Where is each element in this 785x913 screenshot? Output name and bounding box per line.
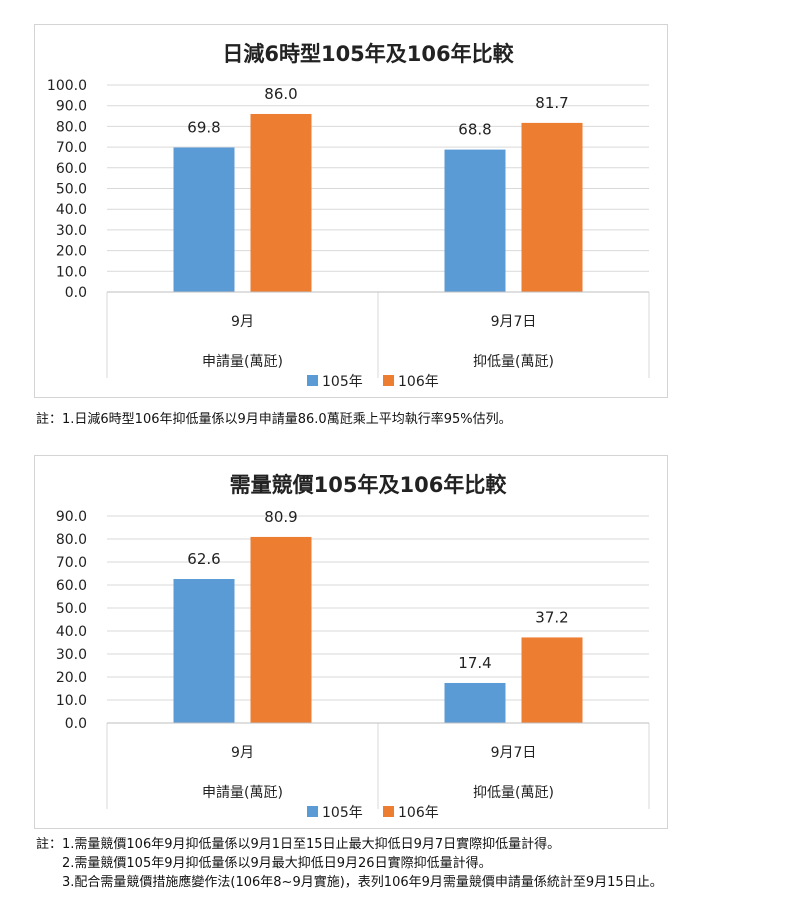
bar-106 [250, 113, 312, 292]
data-label: 62.6 [187, 550, 220, 568]
data-label: 68.8 [458, 121, 491, 139]
chart-demand-bidding-note: 註：1.需量競價106年9月抑低量係以9月1日至15日止最大抑低日9月7日實際抑… [36, 835, 663, 892]
note-line: 3.配合需量競價措施應變作法(106年8~9月實施)，表列106年9月需量競價申… [62, 875, 663, 890]
legend-label: 105年 [322, 805, 363, 821]
x-group-label: 申請量(萬瓩) [202, 785, 283, 801]
y-tick-label: 90.0 [56, 99, 87, 115]
y-tick-label: 50.0 [56, 182, 87, 198]
chart-demand-bidding-svg: 需量競價105年及106年比較 0.0 10.0 20.0 30.0 40.0 50.0 60… [56, 473, 650, 821]
legend-label: 105年 [322, 374, 363, 390]
x-category-label: 9月 [231, 745, 254, 761]
y-tick-label: 30.0 [56, 647, 87, 663]
bar-106 [521, 637, 583, 723]
y-tick-label: 70.0 [56, 140, 87, 156]
legend-label: 106年 [398, 805, 439, 821]
x-category-label: 9月7日 [491, 745, 537, 761]
x-category-label: 9月7日 [491, 314, 537, 330]
legend-swatch [383, 375, 394, 386]
y-tick-label: 80.0 [56, 532, 87, 548]
y-tick-label: 60.0 [56, 578, 87, 594]
x-group-label: 申請量(萬瓩) [202, 354, 283, 370]
y-tick-label: 90.0 [56, 509, 87, 525]
y-tick-label: 10.0 [56, 693, 87, 709]
legend-swatch [307, 375, 318, 386]
x-group-label: 抑低量(萬瓩) [473, 785, 554, 801]
bar-105 [444, 682, 506, 723]
y-tick-label: 100.0 [47, 78, 87, 94]
y-tick-label: 0.0 [65, 285, 87, 301]
y-tick-label: 20.0 [56, 670, 87, 686]
note-line: 註：1.需量競價106年9月抑低量係以9月1日至15日止最大抑低日9月7日實際抑… [36, 837, 561, 852]
y-tick-label: 20.0 [56, 244, 87, 260]
data-label: 37.2 [535, 608, 568, 626]
bar-105 [173, 579, 235, 723]
note-line: 2.需量競價105年9月抑低量係以9月最大抑低日9月26日實際抑低量計得。 [62, 856, 492, 871]
chart-title: 需量競價105年及106年比較 [230, 473, 508, 497]
bar-106 [521, 122, 583, 292]
y-tick-label: 80.0 [56, 119, 87, 135]
data-label: 17.4 [458, 654, 491, 672]
chart-daily-6hr-note: 註：1.日減6時型106年抑低量係以9月申請量86.0萬瓩乘上平均執行率95%估… [36, 410, 512, 429]
data-label: 80.9 [264, 508, 297, 526]
x-category-label: 9月 [231, 314, 254, 330]
legend-swatch [383, 806, 394, 817]
y-tick-label: 0.0 [65, 716, 87, 732]
y-tick-label: 60.0 [56, 161, 87, 177]
chart-daily-6hr: 日減6時型105年及106年比較 0.0 10.0 20.0 30.0 40.0 50.0 6… [34, 24, 668, 398]
chart-daily-6hr-svg: 日減6時型105年及106年比較 0.0 10.0 20.0 30.0 40.0 50.0 6… [47, 42, 650, 390]
y-tick-label: 40.0 [56, 202, 87, 218]
legend-label: 106年 [398, 374, 439, 390]
chart-demand-bidding: 需量競價105年及106年比較 0.0 10.0 20.0 30.0 40.0 50.0 60… [34, 455, 668, 829]
note-line: 註：1.日減6時型106年抑低量係以9月申請量86.0萬瓩乘上平均執行率95%估… [36, 412, 512, 427]
y-tick-label: 70.0 [56, 555, 87, 571]
y-tick-label: 40.0 [56, 624, 87, 640]
bar-106 [250, 536, 312, 723]
bar-105 [444, 149, 506, 292]
y-tick-label: 10.0 [56, 264, 87, 280]
data-label: 86.0 [264, 85, 297, 103]
x-group-label: 抑低量(萬瓩) [473, 354, 554, 370]
legend-swatch [307, 806, 318, 817]
y-tick-label: 50.0 [56, 601, 87, 617]
chart-title: 日減6時型105年及106年比較 [222, 42, 514, 66]
data-label: 69.8 [187, 119, 220, 137]
data-label: 81.7 [535, 94, 568, 112]
bar-105 [173, 147, 235, 292]
y-tick-label: 30.0 [56, 223, 87, 239]
